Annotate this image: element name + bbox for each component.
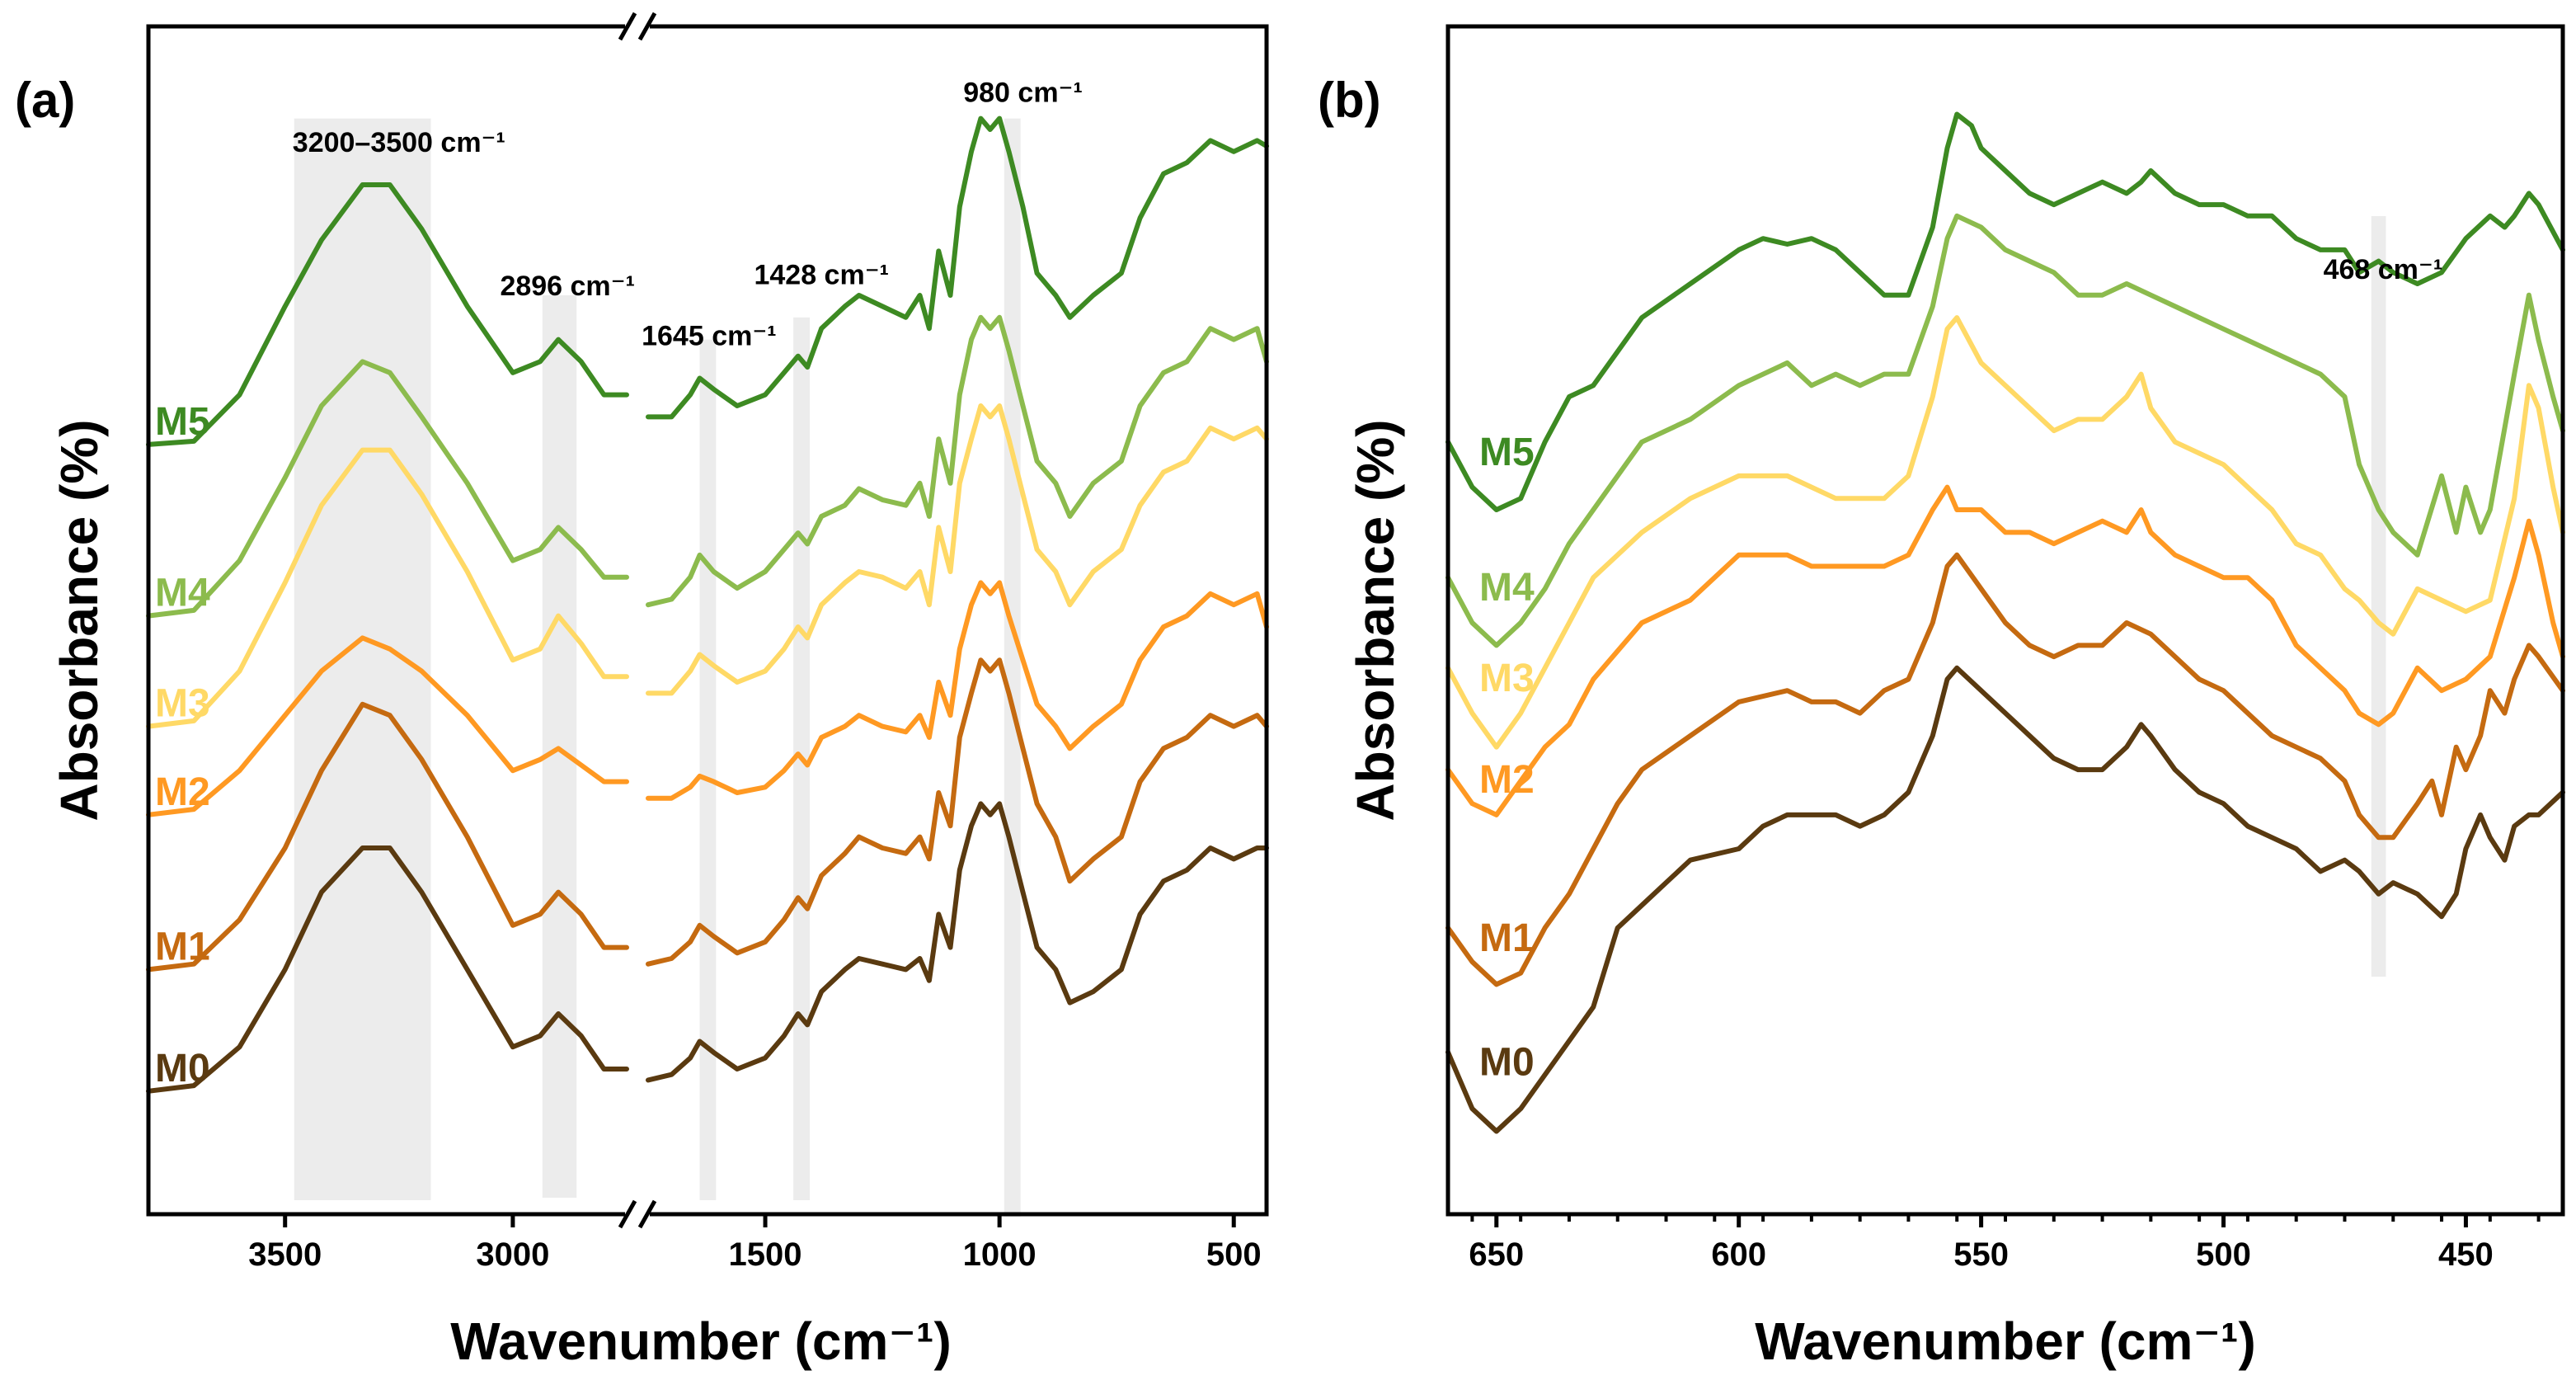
series-label-a-m2: M2 — [155, 770, 210, 814]
y-axis-label-a: Absorbance (%) — [49, 419, 109, 821]
series-line-a-m5-seg1 — [646, 115, 1269, 420]
series-line-a-m3-seg1 — [646, 403, 1269, 696]
x-tick-label-b-450: 450 — [2438, 1236, 2494, 1273]
series-line-b-m3 — [1445, 315, 2565, 750]
annotation-bands-a — [294, 118, 1021, 1218]
series-line-a-m2-seg1 — [646, 580, 1269, 801]
series-line-b-m0 — [1445, 665, 2565, 1134]
series-line-b-m1 — [1445, 552, 2565, 987]
x-ticks-b: 650 600 550 500 450 — [1469, 1214, 2541, 1273]
series-line-b-m5 — [1445, 111, 2565, 512]
series-label-a-m5: M5 — [155, 400, 210, 444]
x-tick-label-a-3500: 3500 — [248, 1236, 322, 1273]
panel-a: 3500 3000 1500 1000 500 M5 M4 M3 M2 M1 M0 3200–35… — [15, 12, 1269, 1371]
series-line-b-m2 — [1445, 484, 2565, 817]
series-labels-a: M5 M4 M3 M2 M1 M0 — [155, 400, 210, 1090]
series-label-b-m3: M3 — [1479, 657, 1535, 700]
series-line-a-m5-seg0 — [146, 182, 629, 447]
x-tick-label-a-3000: 3000 — [476, 1236, 549, 1273]
series-label-b-m0: M0 — [1479, 1041, 1535, 1085]
series-line-b-m4 — [1445, 213, 2565, 648]
series-line-a-m2-seg0 — [146, 635, 629, 817]
panel-label-a: (a) — [15, 73, 75, 128]
series-label-b-m5: M5 — [1479, 431, 1535, 474]
panel-label-b: (b) — [1318, 73, 1381, 128]
annotation-label-a-2: 1645 cm⁻¹ — [642, 320, 777, 351]
x-axis-label-a: Wavenumber (cm⁻¹) — [450, 1312, 952, 1371]
band-b-0 — [2371, 216, 2386, 977]
x-axis-label-b: Wavenumber (cm⁻¹) — [1755, 1312, 2256, 1371]
series-label-b-m1: M1 — [1479, 916, 1535, 960]
x-ticks-a: 3500 3000 1500 1000 500 — [248, 1214, 1262, 1273]
series-label-a-m0: M0 — [155, 1047, 210, 1090]
series-line-a-m0-seg0 — [146, 845, 629, 1094]
series-label-a-m3: M3 — [155, 682, 210, 726]
series-line-a-m1-seg1 — [646, 657, 1269, 967]
series-line-a-m4-seg1 — [646, 314, 1269, 608]
series-group-a — [146, 115, 1269, 1094]
band-a-2 — [699, 339, 717, 1201]
y-axis-label-b: Absorbance (%) — [1346, 419, 1405, 821]
series-group-b — [1445, 111, 2565, 1134]
series-label-b-m4: M4 — [1479, 566, 1535, 610]
frame-a — [146, 24, 1269, 1217]
x-tick-label-a-1500: 1500 — [729, 1236, 802, 1273]
x-tick-label-b-650: 650 — [1469, 1236, 1524, 1273]
x-tick-label-a-500: 500 — [1206, 1236, 1262, 1273]
annotation-label-a-4: 980 cm⁻¹ — [963, 78, 1083, 109]
annotation-label-b-0: 468 cm⁻¹ — [2324, 254, 2443, 285]
series-label-a-m4: M4 — [155, 572, 210, 615]
series-line-a-m1-seg0 — [146, 701, 629, 973]
series-line-a-m4-seg0 — [146, 359, 629, 619]
annotation-label-a-1: 2896 cm⁻¹ — [500, 271, 635, 302]
annotation-label-a-3: 1428 cm⁻¹ — [754, 260, 889, 291]
series-labels-b: M5 M4 M3 M2 M1 M0 — [1479, 431, 1535, 1085]
series-line-a-m3-seg0 — [146, 447, 629, 729]
x-tick-label-b-600: 600 — [1711, 1236, 1766, 1273]
annotation-labels-b: 468 cm⁻¹ — [2324, 254, 2443, 285]
panel-b: 650 600 550 500 450 M5 M4 M3 M2 M1 M0 468 cm⁻¹ (b… — [1318, 24, 2565, 1371]
x-tick-label-b-550: 550 — [1953, 1236, 2009, 1273]
band-a-0 — [294, 118, 431, 1201]
series-line-a-m0-seg1 — [646, 801, 1269, 1083]
band-a-4 — [1004, 118, 1021, 1218]
series-label-a-m1: M1 — [155, 925, 210, 968]
series-label-b-m2: M2 — [1479, 758, 1535, 802]
x-tick-label-b-500: 500 — [2196, 1236, 2251, 1273]
annotation-bands-b — [2371, 216, 2386, 977]
axis-break-marks — [618, 12, 657, 1229]
annotation-label-a-0: 3200–3500 cm⁻¹ — [293, 127, 505, 158]
x-tick-label-a-1000: 1000 — [963, 1236, 1037, 1273]
